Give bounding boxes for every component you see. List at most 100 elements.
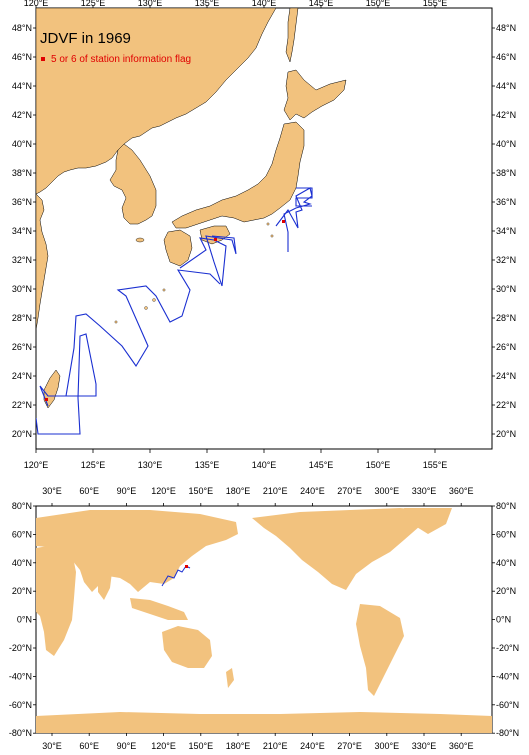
land-indonesia [130,598,188,620]
lat-label-left: 26°N [12,342,32,352]
land-eurasia [36,510,238,592]
lat-label-right: 46°N [496,52,516,62]
lon-label-top: 270°E [337,486,362,496]
lon-label-bottom: 145°E [309,460,334,470]
legend-label: 5 or 6 of station information flag [51,54,191,65]
lon-label-bottom: 135°E [195,460,220,470]
lat-label-right: 40°N [496,139,516,149]
land-australia [162,626,212,668]
lat-label-right: 40°N [496,558,516,568]
lat-label-right: 28°N [496,313,516,323]
lat-label-right: 48°N [496,23,516,33]
lat-label-right: -20°N [496,643,519,653]
upper-flag-points [45,220,285,401]
lon-label-bottom: 30°E [42,741,62,751]
legend-marker [41,57,45,61]
lat-label-left: -20°N [9,643,32,653]
flag-point-3 [214,238,217,241]
lon-label-bottom: 120°E [24,460,49,470]
lat-label-right: 60°N [496,529,516,539]
lat-label-left: 34°N [12,226,32,236]
lon-label-top: 60°E [79,486,99,496]
lat-label-left: 20°N [12,586,32,596]
lon-label-bottom: 140°E [252,460,277,470]
land-izu-1 [266,222,270,226]
land-kyushu [163,229,193,267]
upper-track [36,187,313,435]
lat-label-right: 38°N [496,168,516,178]
lon-label-bottom: 60°E [79,741,99,751]
lat-label-right: 20°N [496,586,516,596]
lat-label-left: 36°N [12,197,32,207]
upper-map-title: JDVF in 1969 [40,30,131,47]
track-north-1 [179,235,237,287]
upper-tick-labels: 120°E 120°E 125°E 125°E 130°E 130°E 135°E 135°E… [12,0,516,470]
lon-label-bottom: 240°E [300,741,325,751]
lat-label-left: 42°N [12,110,32,120]
land-greenland [404,508,452,534]
lon-label-top: 180°E [226,486,251,496]
lat-label-left: 0°N [17,615,32,625]
track-east-grid [295,187,313,207]
lower-map: 30°E 30°E 60°E 60°E 90°E 90°E 120°E 120°E 150°E 1… [9,486,519,751]
land-honshu [171,121,305,229]
flag-point-2 [282,220,285,223]
lat-label-left: 46°N [12,52,32,62]
lon-label-top: 135°E [195,0,220,8]
lon-label-top: 120°E [151,486,176,496]
lat-label-left: -40°N [9,671,32,681]
land-jeju [135,237,145,243]
lat-label-left: 44°N [12,81,32,91]
lat-label-right: 42°N [496,110,516,120]
lon-label-top: 150°E [188,486,213,496]
lon-label-top: 330°E [412,486,437,496]
lat-label-left: 60°N [12,529,32,539]
land-ryukyu-4 [114,320,118,324]
lon-label-top: 360°E [449,486,474,496]
upper-map: JDVF in 1969 5 or 6 of station informati… [12,0,516,470]
lat-label-left: 38°N [12,168,32,178]
lat-label-right: 20°N [496,429,516,439]
land-izu-2 [270,234,274,238]
lon-label-top: 155°E [423,0,448,8]
lon-label-top: 125°E [81,0,106,8]
lon-label-bottom: 90°E [117,741,137,751]
lon-label-bottom: 120°E [151,741,176,751]
lower-land [36,508,492,733]
lat-label-right: -60°N [496,700,519,710]
flag-point-1 [45,398,48,401]
lat-label-left: -80°N [9,728,32,738]
lon-label-bottom: 125°E [81,460,106,470]
lat-label-left: 30°N [12,284,32,294]
lon-label-bottom: 150°E [366,460,391,470]
lon-label-top: 240°E [300,486,325,496]
lon-label-top: 145°E [309,0,334,8]
land-north-america [252,508,440,590]
lower-tick-labels: 30°E 30°E 60°E 60°E 90°E 90°E 120°E 120°E 150°E 1… [9,486,519,751]
lat-label-left: 40°N [12,139,32,149]
land-ryukyu-1 [152,298,156,302]
lon-label-top: 30°E [42,486,62,496]
lat-label-left: 24°N [12,371,32,381]
lat-label-left: -60°N [9,700,32,710]
land-asia-mainland [36,8,277,195]
land-antarctica [36,712,492,733]
lon-label-top: 150°E [366,0,391,8]
lat-label-left: 22°N [12,400,32,410]
lat-label-right: 22°N [496,400,516,410]
lon-label-top: 130°E [138,0,163,8]
lat-label-right: 36°N [496,197,516,207]
lon-label-top: 300°E [374,486,399,496]
lon-label-bottom: 330°E [412,741,437,751]
lat-label-right: -40°N [496,671,519,681]
lon-label-top: 140°E [252,0,277,8]
lat-label-left: 32°N [12,255,32,265]
lon-label-top: 90°E [117,486,137,496]
lat-label-left: 40°N [12,558,32,568]
track-zigzag [65,269,221,397]
lon-label-bottom: 300°E [374,741,399,751]
lat-label-right: 0°N [496,615,511,625]
land-hokkaido [283,69,347,121]
lat-label-right: 30°N [496,284,516,294]
